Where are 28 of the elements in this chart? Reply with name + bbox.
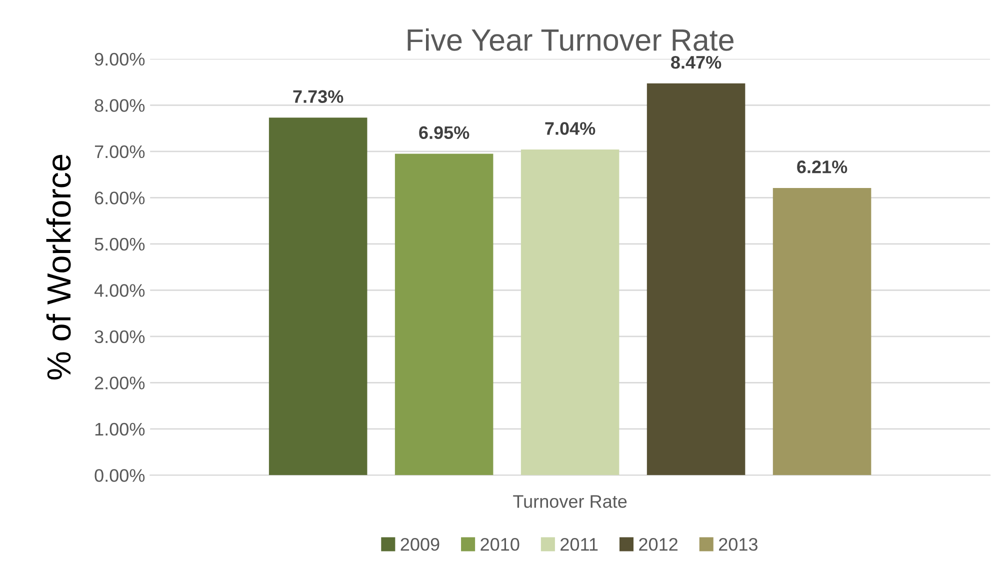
data-label: 8.47% [671,56,722,69]
y-tick-label: 0.00% [94,469,145,482]
y-axis-title: % of Workforce [46,154,71,380]
data-label: 6.21% [797,160,848,174]
x-tick-label: Turnover Rate [513,495,627,508]
y-tick-label: 1.00% [95,422,145,436]
legend-label: 2013 [719,538,758,551]
y-tick-label: 3.00% [94,330,145,344]
y-tick-label: 9.00% [94,52,145,66]
y-tick-label: 5.00% [94,238,145,251]
bar [772,188,872,476]
bar [646,83,746,476]
data-label: 7.04% [545,122,596,135]
legend-label: 2010 [480,538,520,551]
y-tick-label: 6.00% [94,192,145,204]
y-tick-label: 2.00% [94,376,145,390]
data-label: 6.95% [419,126,470,140]
bar [520,150,620,476]
chart-title: Five Year Turnover Rate [408,28,734,51]
legend-label: 2011 [560,538,598,551]
data-label: 7.73% [293,90,344,103]
y-tick-label: 7.00% [94,145,145,158]
bar [394,154,494,476]
y-tick-label: 4.00% [94,284,145,297]
y-tick-label: 8.00% [94,99,145,112]
bar [268,118,368,476]
legend-label: 2009 [400,538,440,551]
legend-label: 2012 [639,538,678,551]
